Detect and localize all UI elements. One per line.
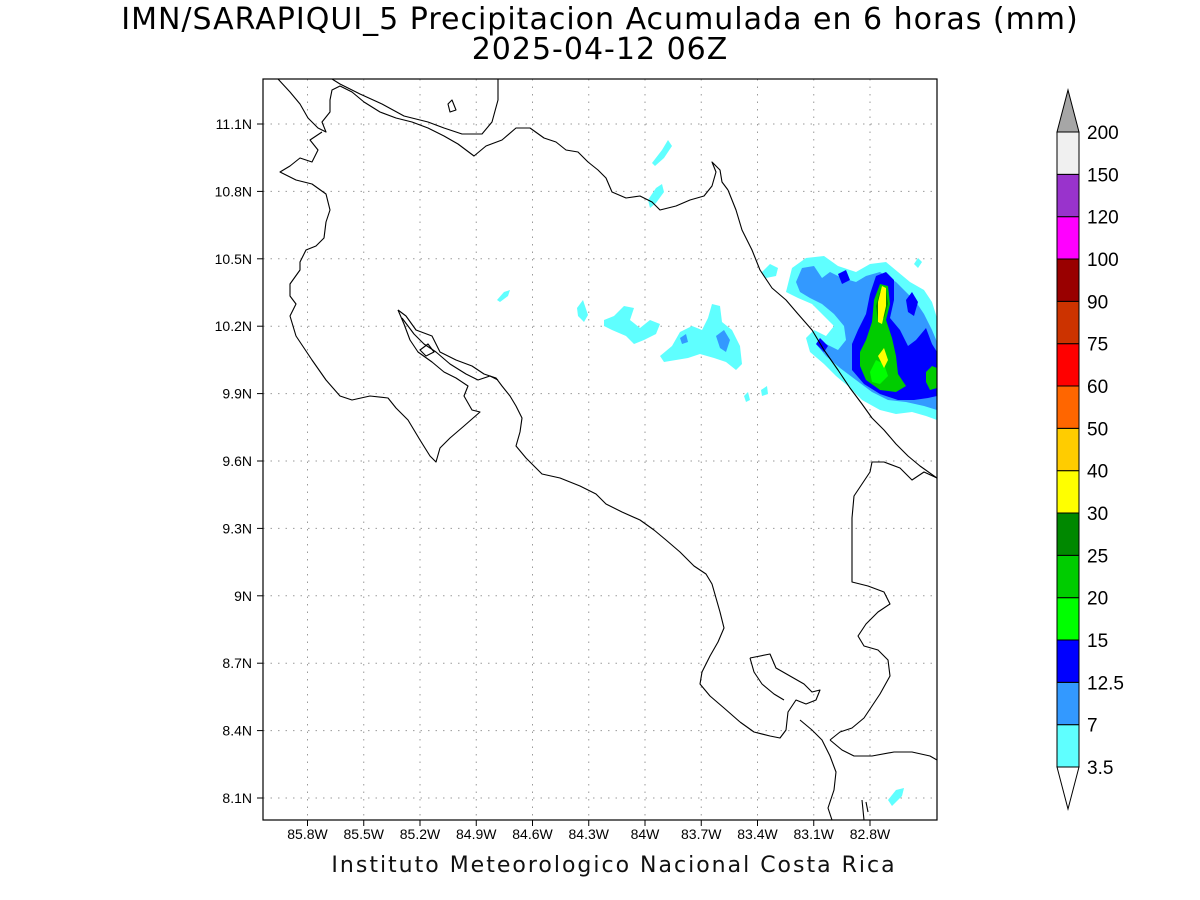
lat-tick-label: 11.1N [216,116,252,132]
rain-cell [878,348,888,368]
colorbar-swatch [1056,554,1080,599]
colorbar-label: 30 [1087,504,1108,525]
lon-tick-label: 83.1W [794,826,835,842]
lat-tick-label: 9.3N [222,520,252,536]
colorbar-label: 60 [1087,377,1108,398]
rain-cell [761,386,768,396]
colorbar-label: 100 [1087,250,1119,271]
coastline-and-borders [277,79,937,820]
lon-tick-label: 83.7W [681,826,722,842]
lat-tick-label: 9N [234,588,252,604]
colorbar-label: 150 [1087,165,1119,186]
colorbar-label: 75 [1087,335,1108,356]
footer-credit: Instituto Meteorologico Nacional Costa R… [331,853,897,878]
rain-cell [577,300,588,322]
colorbar-under-arrow [1056,766,1080,811]
map-frame-background [263,79,937,820]
precipitation-shading [497,140,937,806]
precipitation-color-bar: 3.5 7 12.5 15 20 25 30 40 50 60 75 90 100 120 150 200 [1056,88,1124,811]
colorbar-swatch [1056,216,1080,260]
nicoya-gulf-coast [397,309,741,723]
colorbar-swatch [1056,131,1080,175]
lon-tick-label: 82.8W [850,826,891,842]
colorbar-label: 15 [1087,631,1108,652]
rain-cell [497,290,510,302]
colorbar-label: 90 [1087,292,1108,313]
colorbar-swatch [1056,258,1080,302]
rain-cell [906,292,918,316]
rain-cell [604,306,660,344]
map-title: IMN/SARAPIQUI_5 Precipitacion Acumulada … [121,2,1079,37]
rain-cell [838,270,850,284]
colorbar-swatch [1056,385,1080,429]
lon-tick-label: 84.3W [569,826,610,842]
rain-cell [888,788,904,806]
rain-cell [716,330,730,352]
colorbar-label: 3.5 [1087,758,1113,779]
rain-cell [860,284,906,392]
colorbar-swatch [1056,470,1080,514]
nicaragua-border-coast [277,79,729,211]
rain-cell [914,258,922,268]
pacific-coast-north [279,131,481,463]
lat-tick-label: 8.4N [222,723,252,739]
rain-cell [652,140,672,166]
lon-tick-label: 84.6W [512,826,553,842]
nicoya-inner-shore [401,317,499,381]
colorbar-swatch [1056,639,1080,683]
colorbar-label: 12.5 [1087,673,1124,694]
colorbar-label: 40 [1087,462,1108,483]
colorbar-label: 200 [1087,123,1119,144]
map-axes: 85.8W 85.5W 85.2W 84.9W 84.6W 84.3W 84W 83.7W 83… [215,116,891,842]
colorbar-swatch [1056,512,1080,556]
lon-tick-label: 83.4W [737,826,778,842]
colorbar-label: 25 [1087,546,1108,567]
northern-lake-shore [331,79,499,135]
osa-peninsula [739,653,821,739]
lat-tick-label: 9.9N [222,386,252,402]
lat-tick-label: 10.2N [215,318,252,334]
rain-cell [762,264,778,278]
map-frame [262,78,938,821]
rain-cell [744,392,750,402]
rain-cell [680,334,688,344]
colorbar-label: 120 [1087,208,1119,229]
colorbar-swatch [1056,427,1080,472]
colorbar-label: 7 [1087,716,1098,737]
panama-pacific-coast [799,719,937,820]
rain-cell [878,286,886,324]
lake-islet [447,99,457,113]
colorbar-label: 50 [1087,419,1108,440]
golfo-dulce-border [829,461,937,741]
lat-tick-label: 8.7N [222,655,252,671]
chira-island [419,343,435,357]
lon-tick-label: 85.5W [344,826,385,842]
rain-cell [660,304,742,370]
lon-tick-label: 85.2W [400,826,441,842]
colorbar-swatch [1056,343,1080,387]
colorbar-swatch [1056,681,1080,726]
colorbar-swatch [1056,173,1080,218]
lon-tick-label: 84.9W [456,826,497,842]
colorbar-label: 20 [1087,589,1108,610]
map-valid-time: 2025-04-12 06Z [471,32,729,67]
lat-tick-label: 9.6N [222,453,252,469]
burica-point [861,799,869,820]
lon-tick-label: 85.8W [287,826,328,842]
colorbar-swatch [1056,300,1080,345]
lat-tick-label: 10.5N [215,251,252,267]
lat-tick-label: 8.1N [222,790,252,806]
colorbar-over-arrow [1056,88,1080,133]
caribbean-coast [727,189,937,479]
lon-tick-label: 84W [631,826,661,842]
colorbar-swatch [1056,724,1080,768]
colorbar-swatch [1056,597,1080,641]
lat-tick-label: 10.8N [215,183,252,199]
rain-cell [926,366,937,390]
